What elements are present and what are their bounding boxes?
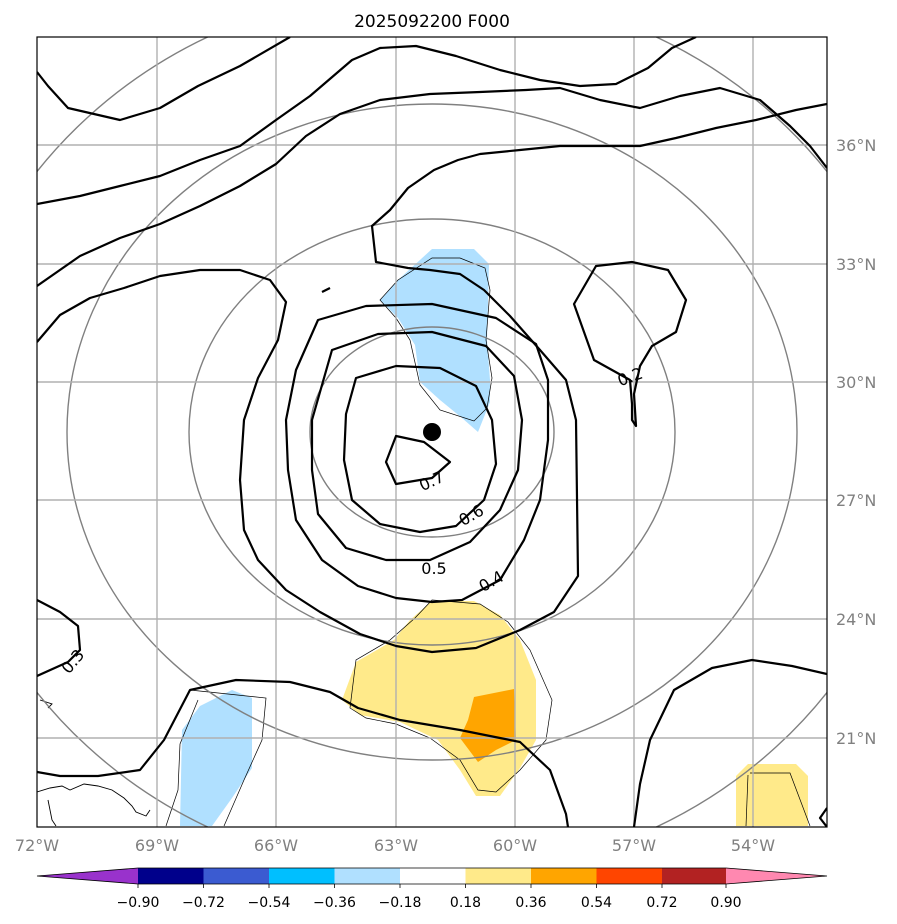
contour-upper-1 xyxy=(37,37,291,122)
storm-center-marker xyxy=(423,423,441,441)
colorbar-label-10: 0.90 xyxy=(710,895,741,911)
contour-0-4 xyxy=(284,302,550,604)
x-tick-57w: 57°W xyxy=(612,836,656,855)
negative-anomaly-north xyxy=(380,249,490,432)
y-tick-33n: 33°N xyxy=(836,255,876,274)
map-title: 2025092200 F000 xyxy=(354,12,510,32)
colorbar-label-7: 0.36 xyxy=(515,895,546,911)
y-tick-30n: 30°N xyxy=(836,373,876,392)
x-tick-labels: 72°W 69°W 66°W 63°W 60°W 57°W 54°W xyxy=(15,836,775,855)
negative-anomaly-southwest xyxy=(180,690,252,826)
strong-positive-anomaly xyxy=(460,689,516,762)
map-frame xyxy=(36,36,828,828)
y-tick-labels: 21°N 24°N 27°N 30°N 33°N 36°N xyxy=(836,136,876,748)
contour-0-3-south xyxy=(37,678,570,827)
contour-0-3-main xyxy=(37,102,827,654)
contour-label-0-3: 0.3 xyxy=(57,646,88,678)
coastline xyxy=(37,699,151,827)
colorbar-extend-high xyxy=(726,868,827,884)
colorbar-label-9: 0.72 xyxy=(646,895,677,911)
contour-0-7 xyxy=(384,434,452,486)
colorbar: −0.90 −0.72 −0.54 −0.36 −0.18 0.18 0.36 … xyxy=(36,867,828,911)
colorbar-label-1: −0.90 xyxy=(117,895,160,911)
contour-0-6 xyxy=(342,364,498,534)
y-tick-27n: 27°N xyxy=(836,491,876,510)
contour-upper-3 xyxy=(37,86,827,287)
x-tick-72w: 72°W xyxy=(15,836,59,855)
colorbar-seg-5 xyxy=(400,868,466,884)
colorbar-extend-low xyxy=(37,868,138,884)
contour-label-0-7: 0.7 xyxy=(416,467,447,495)
gridlines xyxy=(37,37,827,827)
colorbar-seg-2 xyxy=(203,868,269,884)
y-tick-24n: 24°N xyxy=(836,610,876,629)
y-tick-36n: 36°N xyxy=(836,136,876,155)
colorbar-label-4: −0.36 xyxy=(313,895,356,911)
contour-label-0-5: 0.5 xyxy=(421,559,446,578)
map-area: 0.7 0.6 0.5 0.4 0.3 0.2 xyxy=(37,37,827,827)
positive-anomaly-southeast xyxy=(736,764,808,826)
contour-upper-2 xyxy=(37,37,697,206)
contour-label-0-6: 0.6 xyxy=(455,501,487,530)
contour-0-5 xyxy=(310,330,524,562)
contour-0-2 xyxy=(572,260,688,428)
x-tick-69w: 69°W xyxy=(135,836,179,855)
colorbar-seg-9 xyxy=(662,868,726,884)
contour-0-3-west xyxy=(37,599,82,678)
contour-0-3-east xyxy=(632,658,827,827)
x-tick-60w: 60°W xyxy=(493,836,537,855)
colorbar-seg-4 xyxy=(334,868,400,884)
y-tick-21n: 21°N xyxy=(836,729,876,748)
x-tick-63w: 63°W xyxy=(374,836,418,855)
contour-east-edge xyxy=(818,807,827,827)
x-tick-54w: 54°W xyxy=(731,836,775,855)
colorbar-seg-7 xyxy=(531,868,597,884)
colorbar-seg-1 xyxy=(138,868,204,884)
colorbar-label-5: −0.18 xyxy=(379,895,422,911)
colorbar-label-2: −0.72 xyxy=(182,895,225,911)
colorbar-label-3: −0.54 xyxy=(248,895,291,911)
colorbar-label-6: 0.18 xyxy=(450,895,481,911)
colorbar-label-8: 0.54 xyxy=(581,895,612,911)
contour-lines xyxy=(37,37,827,827)
range-rings xyxy=(37,37,827,827)
colorbar-seg-8 xyxy=(596,868,662,884)
colorbar-seg-3 xyxy=(269,868,335,884)
colorbar-seg-6 xyxy=(465,868,531,884)
x-tick-66w: 66°W xyxy=(254,836,298,855)
